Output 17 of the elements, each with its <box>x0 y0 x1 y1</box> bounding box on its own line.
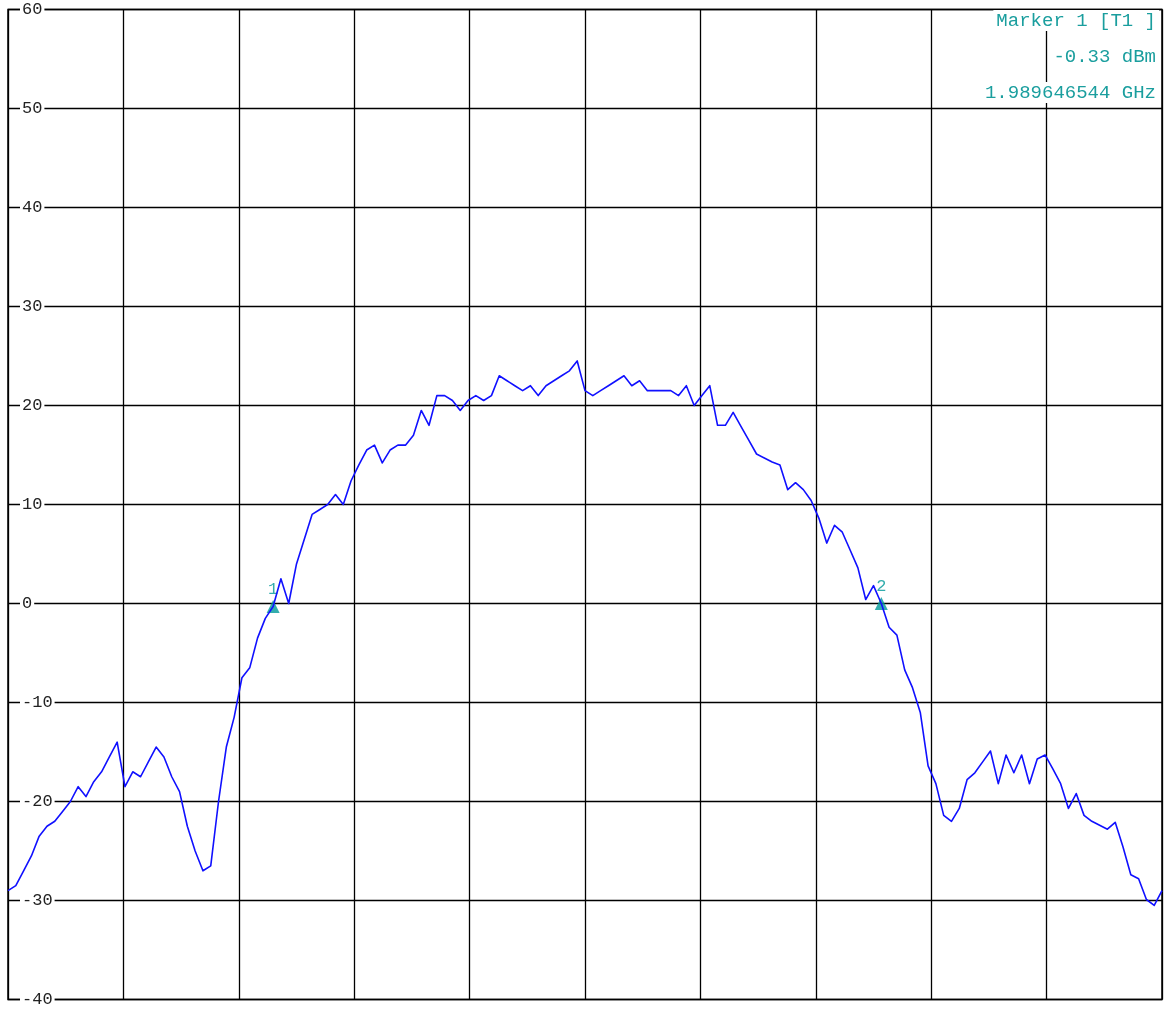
y-tick-label: 0 <box>22 594 33 613</box>
annotation: Marker 1 [T1 ] <box>996 9 1157 32</box>
y-tick-label: -30 <box>22 891 53 910</box>
y-tick-label: 60 <box>22 0 43 19</box>
y-tick-label: -40 <box>22 990 53 1009</box>
series-label: 1 <box>268 579 279 599</box>
y-tick-label: 20 <box>22 396 43 415</box>
series-label: 2 <box>876 577 887 596</box>
line-series <box>7 360 1163 907</box>
y-tick-label: -10 <box>22 693 53 712</box>
y-tick-label: 40 <box>22 198 43 217</box>
annotation: 1.989646544 GHz <box>984 81 1156 104</box>
annotation: -0.33 dBm <box>1053 45 1157 68</box>
y-tick-label: 50 <box>22 99 43 118</box>
y-tick-label: -20 <box>22 792 53 811</box>
y-tick-label: 10 <box>22 495 43 514</box>
y-tick-label: 30 <box>22 297 43 316</box>
